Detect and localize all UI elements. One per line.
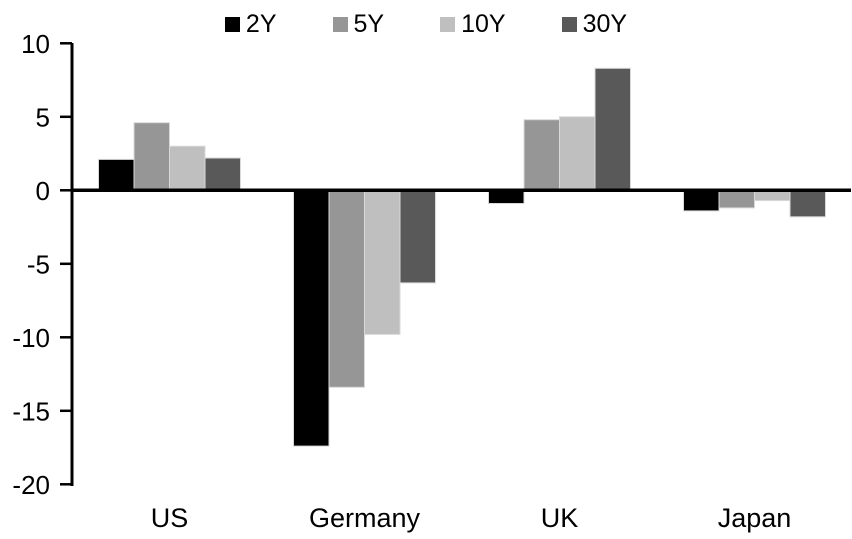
category-label-us: US <box>151 503 189 533</box>
y-tick-label--15: -15 <box>12 396 50 426</box>
legend-swatch-5y <box>332 17 348 32</box>
bar-uk-5y <box>523 119 560 191</box>
bar-us-30y <box>204 157 241 191</box>
legend-swatch-2y <box>224 17 240 32</box>
bar-uk-2y <box>488 189 525 205</box>
y-tick-label--10: -10 <box>12 323 50 353</box>
legend-swatch-30y <box>561 17 577 32</box>
bar-uk-30y <box>594 67 631 191</box>
chart-legend: 2Y 5Y 10Y 30Y <box>0 12 852 37</box>
legend-item-10y: 10Y <box>440 10 506 38</box>
bar-germany-30y <box>399 189 436 284</box>
y-tick-label-10: 10 <box>21 29 50 59</box>
y-tick-label-5: 5 <box>36 102 50 132</box>
bar-germany-10y <box>364 189 401 335</box>
legend-label: 30Y <box>582 10 628 38</box>
bar-japan-5y <box>718 189 755 209</box>
bar-uk-10y <box>559 116 596 191</box>
legend-label: 5Y <box>353 10 385 38</box>
category-label-japan: Japan <box>718 503 792 533</box>
bar-us-10y <box>169 145 206 191</box>
legend-item-2y: 2Y <box>224 10 277 38</box>
bar-japan-2y <box>683 189 720 212</box>
category-label-germany: Germany <box>309 503 421 533</box>
bar-japan-30y <box>789 189 826 218</box>
y-tick-label--5: -5 <box>27 249 50 279</box>
legend-label: 2Y <box>245 10 277 38</box>
category-label-uk: UK <box>541 503 579 533</box>
bar-us-5y <box>133 122 170 191</box>
legend-label: 10Y <box>461 10 506 38</box>
y-tick-label-0: 0 <box>36 176 50 206</box>
legend-item-5y: 5Y <box>332 10 385 38</box>
bar-germany-5y <box>328 189 365 388</box>
bar-us-2y <box>98 158 135 191</box>
y-tick-label--20: -20 <box>12 470 50 500</box>
legend-item-30y: 30Y <box>561 10 628 38</box>
bar-germany-2y <box>293 189 330 447</box>
legend-swatch-10y <box>440 17 456 32</box>
